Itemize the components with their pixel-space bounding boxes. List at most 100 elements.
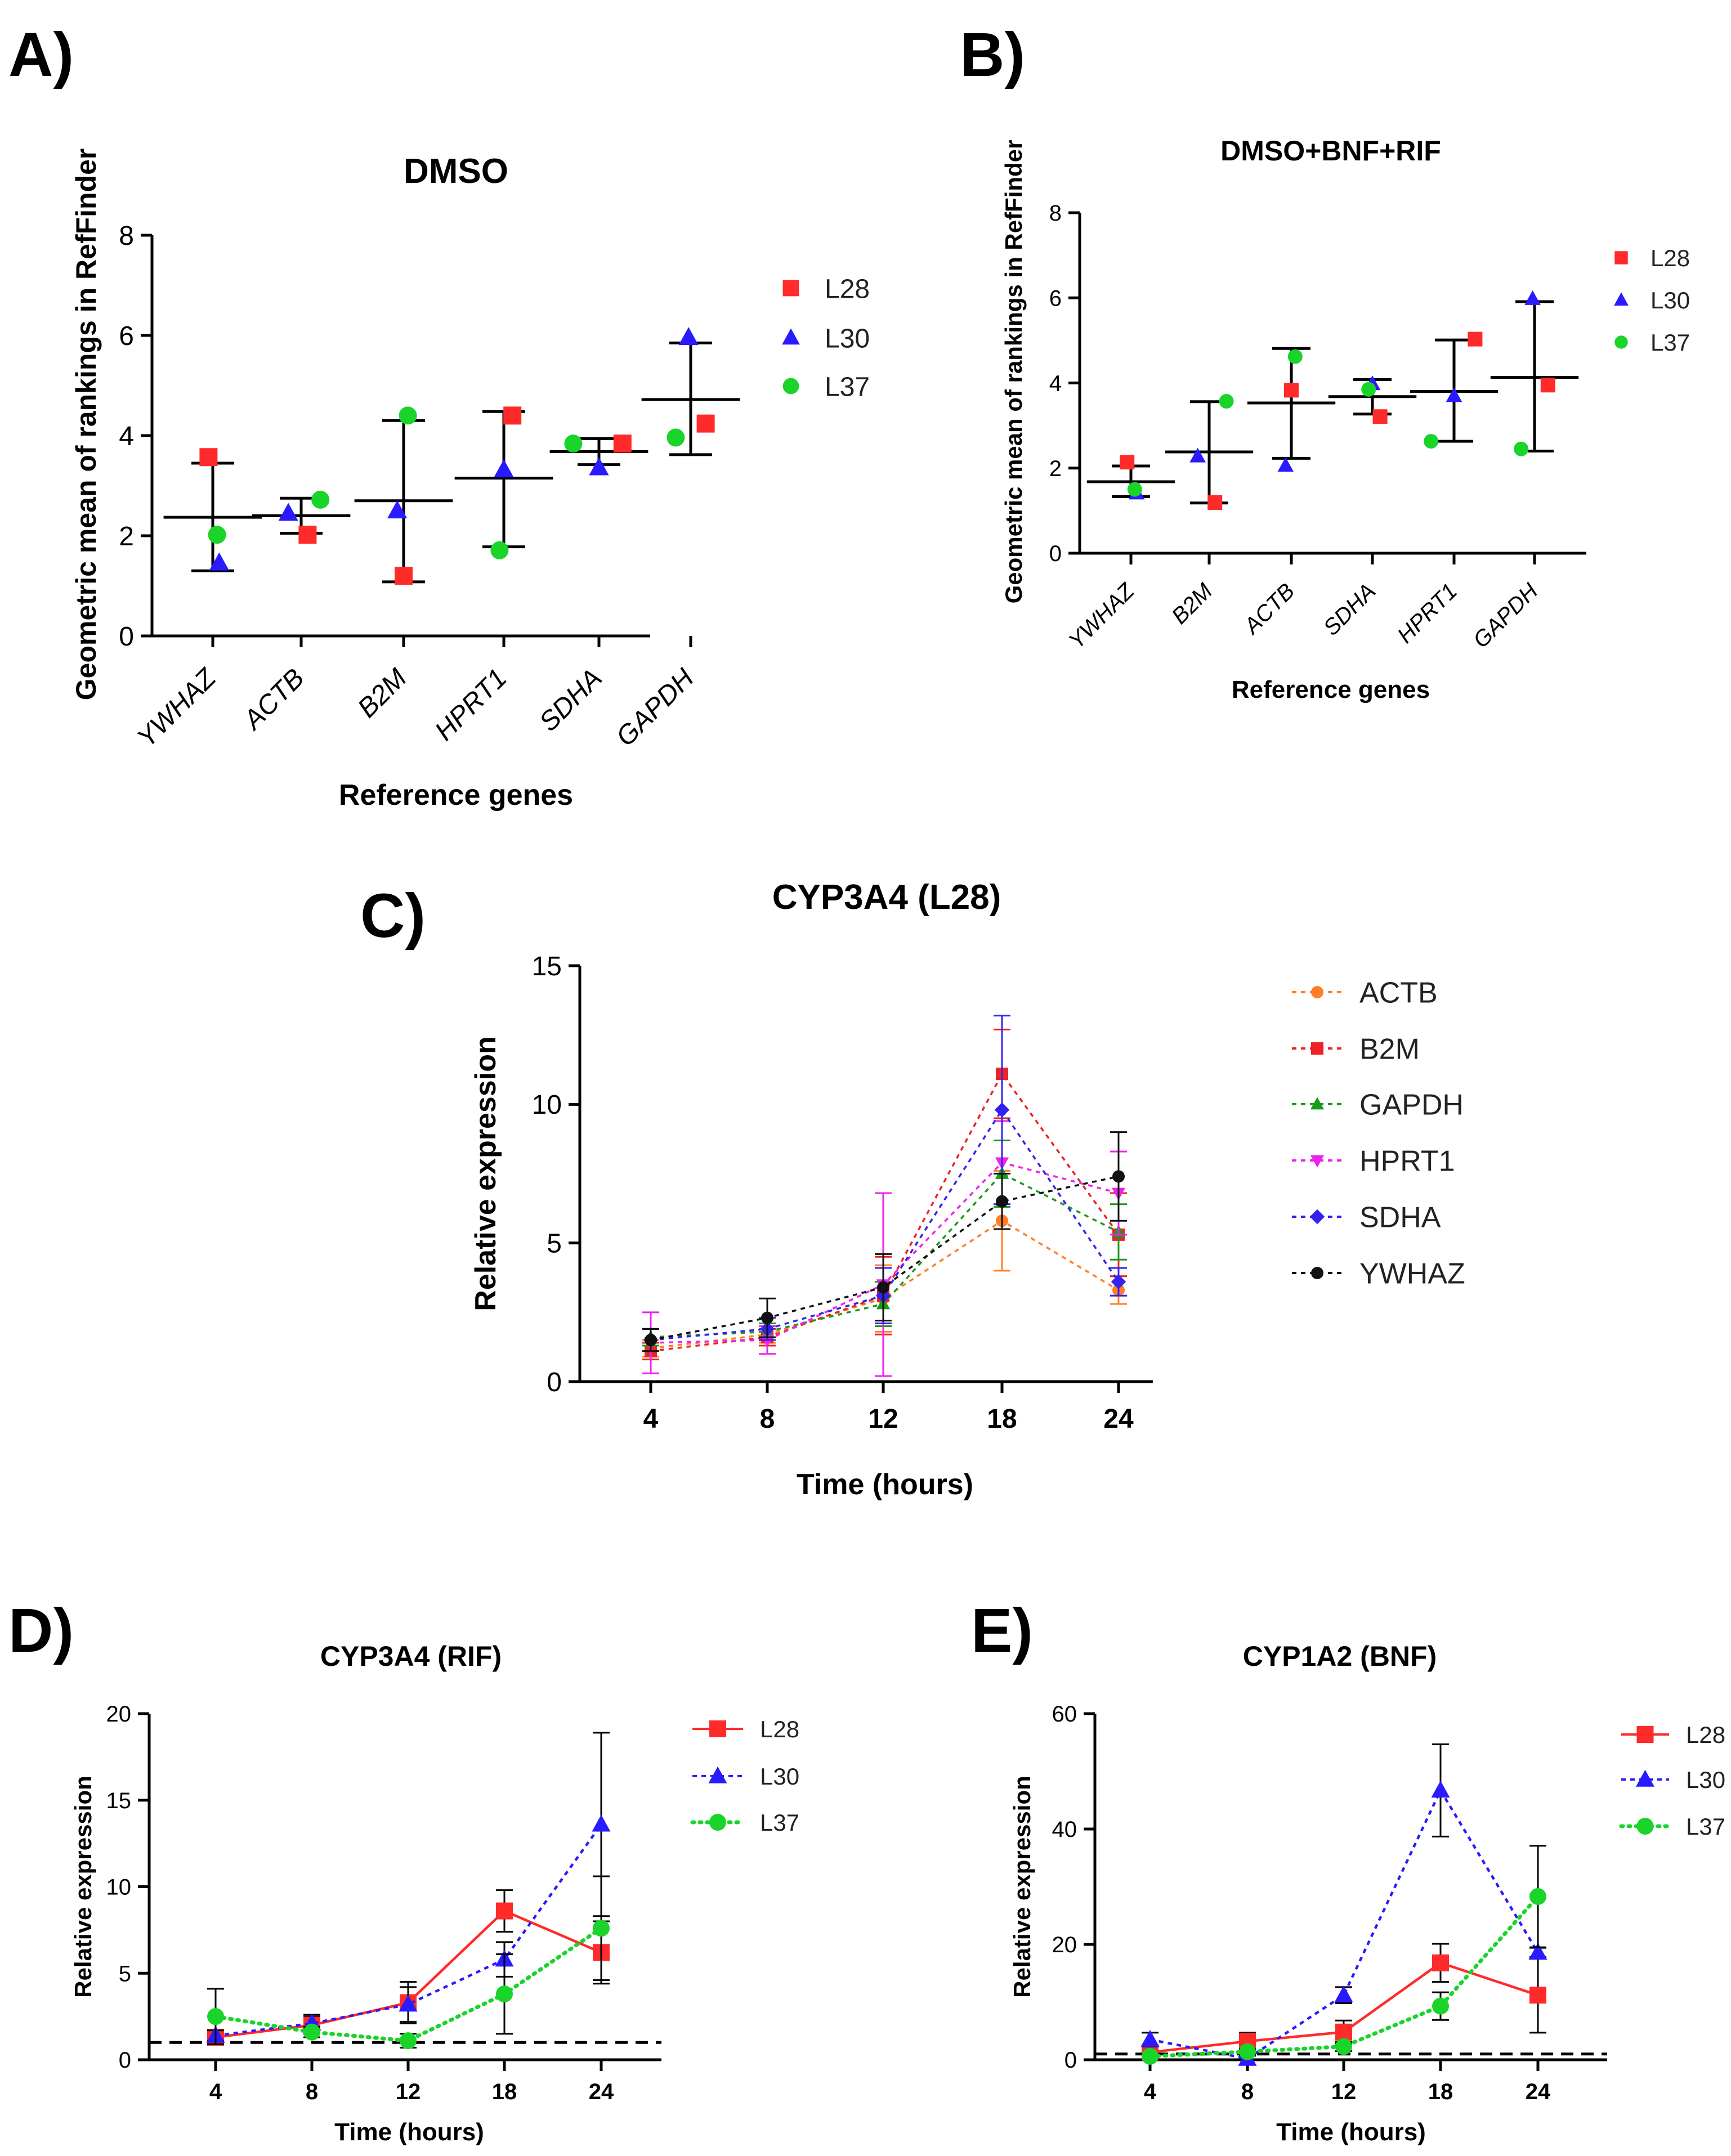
- series-L30: [206, 1732, 611, 2043]
- legend-marker-L30: [1614, 292, 1629, 306]
- data-point-L28: [503, 406, 522, 425]
- data-point-L37: [311, 490, 330, 509]
- data-point-L37: [208, 526, 226, 544]
- y-tick-label: 4: [1049, 371, 1062, 396]
- legend-marker-L28: [782, 280, 799, 297]
- legend-label-L37: L37: [760, 1809, 799, 1836]
- data-point-YWHAZ: [761, 1311, 773, 1324]
- chart-title: DMSO: [404, 152, 508, 191]
- data-point-L37: [1239, 2043, 1256, 2060]
- data-point-L30: [678, 327, 699, 346]
- data-point-L28: [199, 448, 218, 467]
- panel-C: C) CYP3A4 (L28) 0 5 10 15 4 8 12 18 24 Time (hours)…: [360, 878, 1465, 1501]
- x-tick-label: 12: [396, 2079, 421, 2104]
- panel-label: D): [8, 1596, 74, 1665]
- x-tick-label: B2M: [1167, 579, 1218, 629]
- legend-label-HPRT1: HPRT1: [1359, 1145, 1455, 1178]
- data-point-L37: [400, 2032, 417, 2050]
- x-tick-label: 24: [1103, 1404, 1134, 1434]
- y-tick-label: 10: [106, 1875, 132, 1900]
- legend-label-L30: L30: [825, 324, 870, 353]
- legend-marker-L30: [1636, 1769, 1654, 1787]
- y-axis-label: Relative expression: [70, 1776, 96, 1998]
- x-tick-label: 8: [760, 1404, 775, 1434]
- x-tick-label: SDHA: [534, 663, 608, 737]
- legend-label-L28: L28: [1651, 245, 1690, 271]
- x-tick-label: HPRT1: [1393, 579, 1462, 648]
- y-tick-label: 20: [106, 1702, 132, 1727]
- panel-D: D) CYP3A4 (RIF) 0 5 10 15 20 4 8 12 18 24 Time (hour…: [8, 1596, 799, 2146]
- x-axis-label: Reference genes: [1232, 676, 1430, 703]
- x-tick-label: 4: [209, 2079, 222, 2104]
- legend-marker-L37: [709, 1814, 726, 1831]
- legend-marker-L37: [782, 378, 799, 395]
- data-point-L37: [593, 1920, 610, 1937]
- data-point-L37: [1424, 434, 1439, 449]
- chart-title: DMSO+BNF+RIF: [1220, 135, 1441, 167]
- data-point-L28: [298, 526, 317, 544]
- legend-label-B2M: B2M: [1359, 1033, 1420, 1066]
- data-point-L28: [496, 1902, 513, 1920]
- x-tick-label: ACTB: [1238, 579, 1299, 639]
- data-point-L28: [395, 567, 413, 585]
- panel-label: A): [8, 20, 74, 89]
- data-point-L37: [1361, 382, 1376, 397]
- legend-marker-L28: [1614, 251, 1628, 265]
- data-point-L37: [399, 406, 417, 425]
- legend-label-L37: L37: [1686, 1813, 1725, 1840]
- x-tick-label: SDHA: [1319, 579, 1381, 640]
- series-B2M: [642, 1028, 1127, 1361]
- y-axis-label: Relative expression: [469, 1036, 502, 1311]
- x-tick-label: 12: [1331, 2079, 1357, 2104]
- y-tick-label: 0: [119, 622, 134, 652]
- data-point-L37: [1219, 394, 1234, 409]
- data-point-L37: [1335, 2038, 1352, 2055]
- y-tick-label: 0: [1064, 2048, 1077, 2073]
- data-point-L30: [1431, 1781, 1450, 1798]
- y-axis-label: Relative expression: [1009, 1776, 1035, 1998]
- data-point-YWHAZ: [645, 1334, 657, 1347]
- data-point-L28: [1540, 378, 1555, 393]
- data-point-YWHAZ: [996, 1195, 1008, 1208]
- series-line-L37: [213, 1926, 603, 2043]
- data-point-L28: [1529, 1987, 1546, 2004]
- legend-marker-YWHAZ: [1311, 1267, 1323, 1279]
- data-point-L37: [1529, 1888, 1546, 1905]
- y-tick-label: 15: [106, 1789, 132, 1813]
- y-tick-label: 40: [1052, 1817, 1077, 1842]
- series-GAPDH: [642, 1139, 1127, 1347]
- data-point-L37: [1127, 482, 1142, 497]
- legend-marker-L28: [1636, 1726, 1654, 1743]
- data-point-L30: [592, 1814, 611, 1832]
- legend-marker-L28: [709, 1720, 726, 1737]
- data-point-L37: [207, 2008, 224, 2025]
- data-point-L30: [1528, 1943, 1547, 1960]
- legend-marker-L37: [1636, 1818, 1654, 1835]
- series-YWHAZ: [642, 1131, 1127, 1352]
- series-HPRT1: [642, 1120, 1127, 1377]
- legend-label-L37: L37: [1651, 329, 1690, 356]
- x-tick-label: YWHAZ: [1064, 578, 1139, 653]
- data-point-YWHAZ: [1112, 1170, 1125, 1183]
- panel-label: E): [971, 1596, 1033, 1665]
- data-point-L37: [490, 541, 509, 559]
- data-point-L30: [1334, 1985, 1353, 2002]
- x-tick-label: ACTB: [237, 663, 310, 736]
- x-tick-label: 8: [1241, 2079, 1254, 2104]
- panel-label: C): [360, 881, 426, 951]
- legend-marker-GAPDH: [1310, 1097, 1325, 1110]
- legend-label-ACTB: ACTB: [1359, 977, 1438, 1010]
- series-line-L30: [1149, 1787, 1539, 2060]
- legend-label-SDHA: SDHA: [1359, 1202, 1441, 1234]
- data-point-L30: [589, 457, 609, 476]
- x-tick-label: 12: [868, 1404, 898, 1434]
- x-tick-label: B2M: [352, 663, 413, 723]
- y-tick-label: 8: [1049, 201, 1062, 226]
- x-tick-label: 4: [643, 1404, 659, 1434]
- y-tick-label: 2: [1049, 456, 1062, 481]
- data-point-L30: [1446, 387, 1462, 402]
- x-tick-label: 8: [306, 2079, 318, 2104]
- data-point-L30: [278, 503, 298, 521]
- y-tick-label: 6: [1049, 286, 1062, 311]
